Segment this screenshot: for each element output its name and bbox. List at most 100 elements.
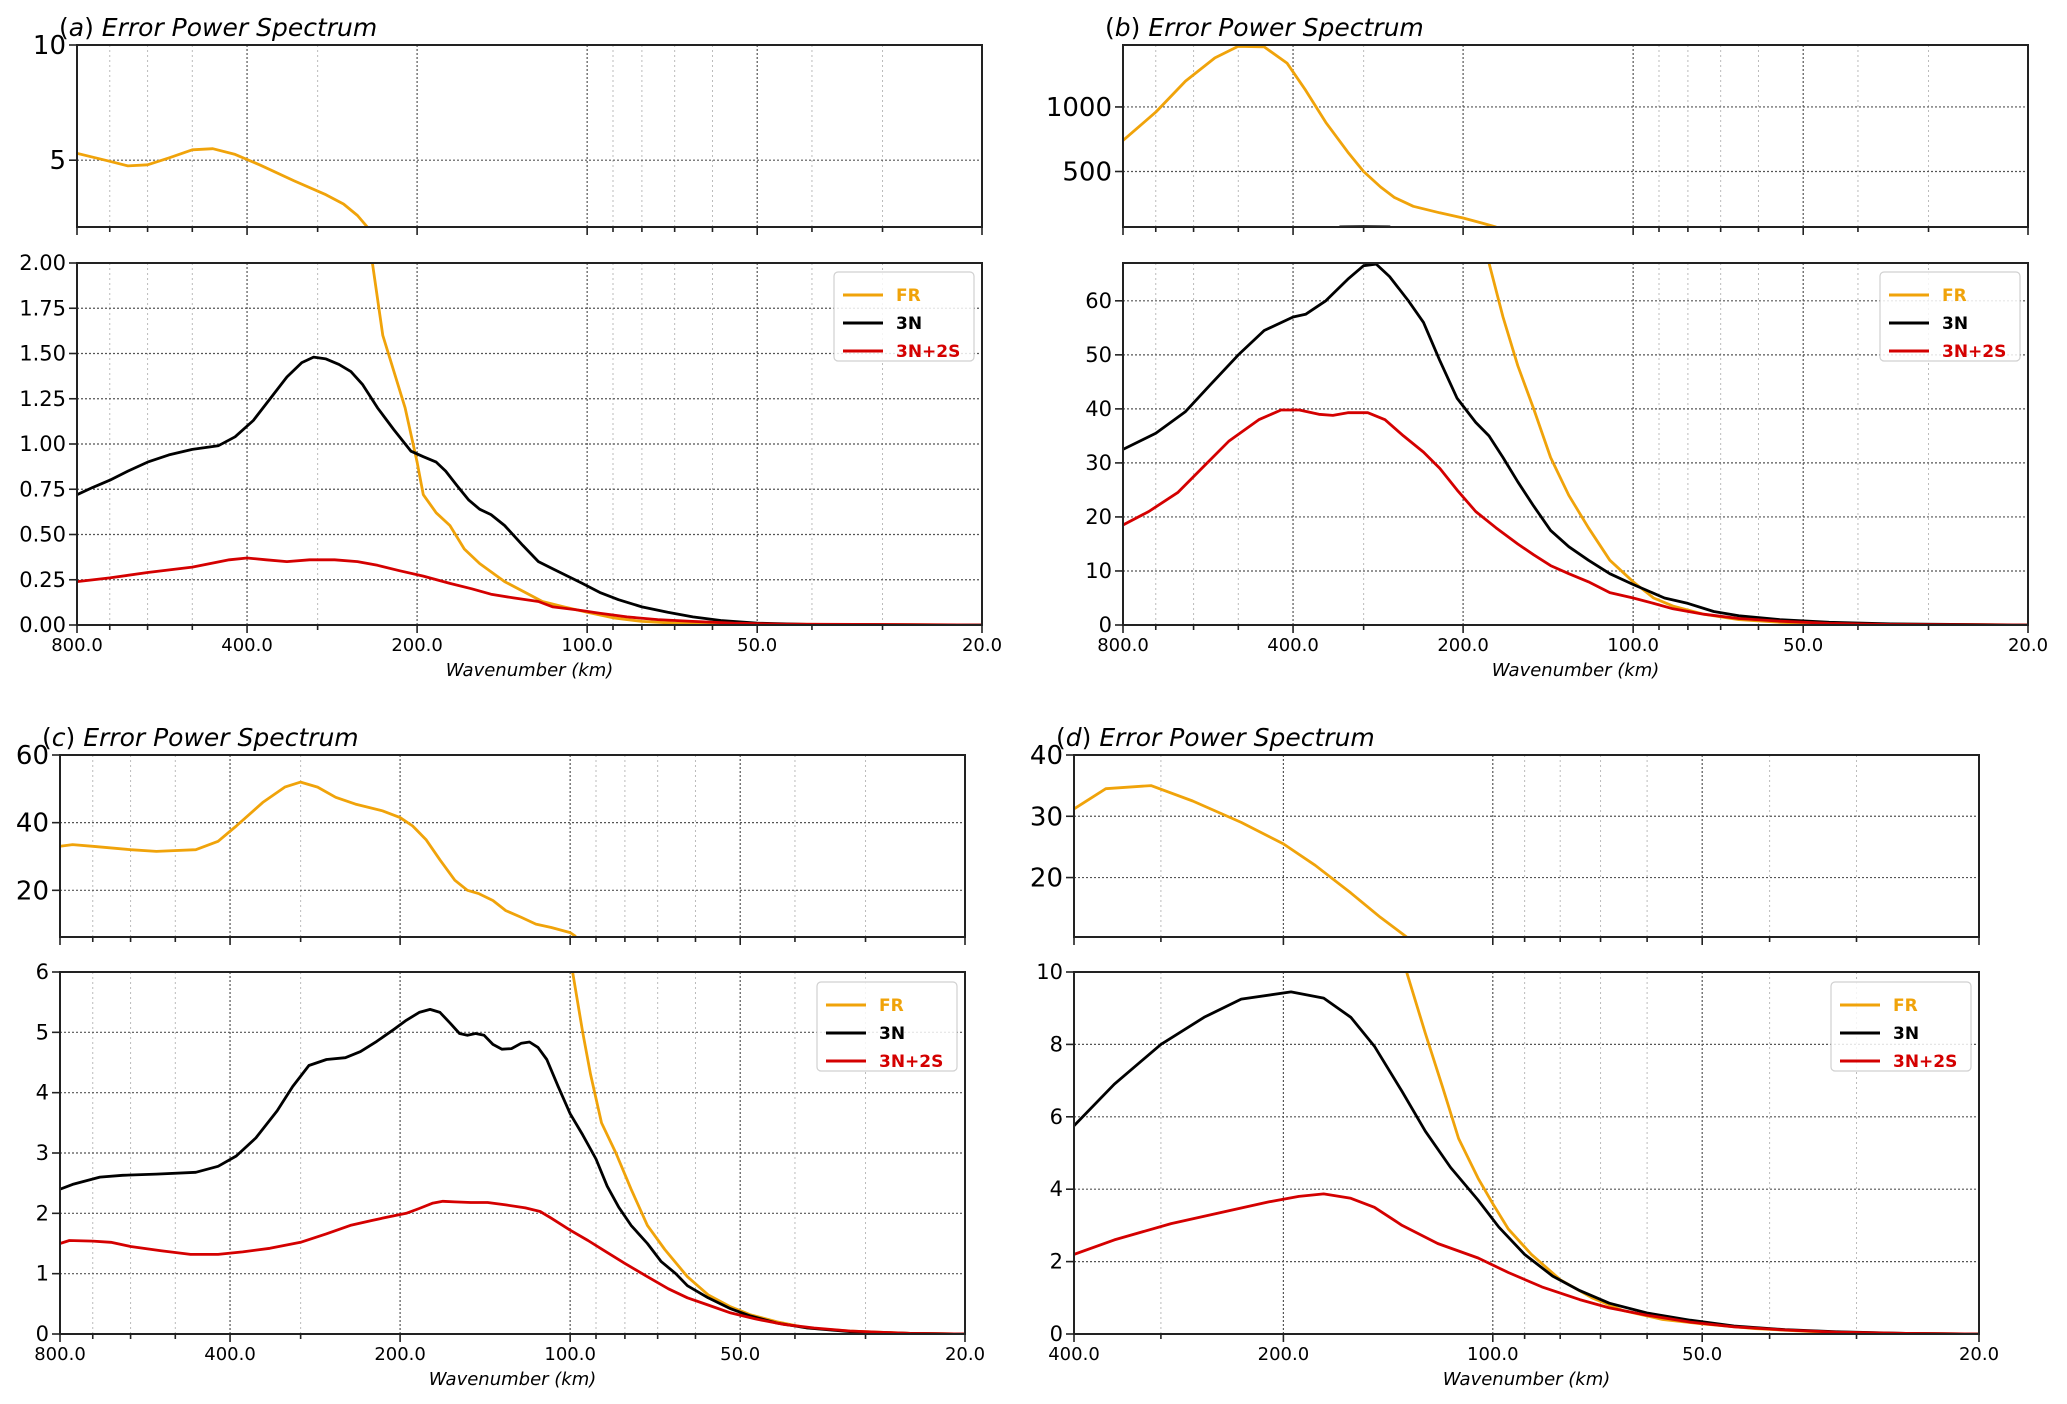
panel-title-text: Error Power Spectrum	[1148, 13, 1423, 42]
axes-frame	[59, 754, 966, 938]
y-tick-label: 20	[1030, 864, 1063, 894]
y-tick-label: 500	[1062, 157, 1112, 187]
legend: FR 3N 3N+2S	[1830, 981, 1972, 1072]
y-tick-label: 3	[36, 1141, 49, 1165]
legend-label: 3N	[896, 314, 922, 334]
panel-title-open-paren: (	[42, 723, 52, 752]
x-axis-label: Wavenumber (km)	[429, 1369, 597, 1390]
x-tick-label: 400.0	[204, 1344, 256, 1365]
axes-top: 20 40 60	[16, 741, 966, 945]
series-line-fr	[77, 147, 369, 227]
axes-frame	[76, 44, 983, 228]
y-tick-label: 1	[36, 1262, 49, 1286]
y-tick-label: 0.50	[19, 523, 66, 547]
x-tick-label: 50.0	[1682, 1344, 1722, 1365]
legend-label: FR	[1942, 286, 1967, 306]
axes-frame	[76, 262, 983, 626]
panel-title-open-paren: (	[1056, 723, 1066, 752]
axes-frame	[1073, 754, 1980, 938]
series-line-3nplus2s	[1123, 408, 2028, 625]
x-tick-label: 200.0	[1258, 1344, 1310, 1365]
series-line-3nplus2s	[77, 556, 982, 625]
legend: FR 3N 3N+2S	[816, 981, 958, 1072]
x-tick-label: 50.0	[1783, 635, 1823, 656]
panel-title-text: Error Power Spectrum	[83, 723, 358, 752]
series-group	[1074, 972, 1979, 1334]
series-line-fr	[1123, 45, 1498, 227]
x-tick-label: 20.0	[945, 1344, 985, 1365]
series-group	[60, 972, 965, 1334]
legend-label: 3N+2S	[896, 342, 960, 362]
y-tick-label: 20	[1085, 505, 1112, 529]
legend: FR 3N 3N+2S	[833, 271, 975, 362]
y-tick-label: 5	[49, 146, 66, 176]
panel-title: (d) Error Power Spectrum	[1056, 723, 1375, 752]
x-tick-label: 20.0	[2008, 635, 2048, 656]
legend-label: 3N	[1942, 314, 1968, 334]
axes-frame	[1122, 262, 2029, 626]
x-tick-label: 800.0	[51, 635, 103, 656]
x-tick-label: 100.0	[1467, 1344, 1519, 1365]
x-tick-label: 800.0	[34, 1344, 86, 1365]
panel-title-letter: a	[69, 13, 84, 42]
series-group	[77, 147, 369, 227]
series-line-3n	[60, 1008, 965, 1334]
y-tick-label: 0	[1050, 1322, 1063, 1346]
panel-title-open-paren: (	[59, 13, 69, 42]
x-tick-label: 20.0	[1959, 1344, 1999, 1365]
y-tick-label: 4	[1050, 1177, 1063, 1201]
y-tick-label: 0	[36, 1322, 49, 1346]
axes-top: 5 10	[33, 31, 983, 235]
series-line-3nplus2s	[60, 1199, 965, 1334]
panel-title-text: Error Power Spectrum	[1099, 723, 1374, 752]
axes-frame	[1122, 44, 2029, 228]
axes-bottom: 400.0 200.0 100.0 50.0 20.0 0 2 4 6 8 10	[1036, 960, 1999, 1365]
y-tick-label: 40	[1030, 741, 1063, 771]
x-tick-label: 400.0	[221, 635, 273, 656]
panel-title-letter: c	[52, 723, 66, 752]
axes-top: 500 1000	[1046, 44, 2029, 235]
y-tick-label: 0.00	[19, 613, 66, 637]
y-tick-label: 30	[1030, 802, 1063, 832]
y-tick-label: 10	[33, 31, 66, 61]
axes-top: 20 30 40	[1030, 741, 1980, 945]
y-tick-label: 20	[16, 876, 49, 906]
y-tick-label: 6	[1050, 1105, 1063, 1129]
y-tick-label: 40	[16, 809, 49, 839]
y-tick-label: 8	[1050, 1032, 1063, 1056]
panel-title: (b) Error Power Spectrum	[1105, 13, 1424, 42]
y-tick-label: 1.50	[19, 342, 66, 366]
panel-title-close-paren: )	[1082, 723, 1100, 752]
x-axis-label: Wavenumber (km)	[446, 660, 614, 681]
y-tick-label: 30	[1085, 451, 1112, 475]
panel-title-close-paren: )	[66, 723, 84, 752]
y-tick-label: 4	[36, 1081, 49, 1105]
panel-title: (a) Error Power Spectrum	[59, 13, 377, 42]
series-group	[1074, 784, 1408, 937]
y-tick-label: 2	[1050, 1250, 1063, 1274]
series-line-3n	[1123, 263, 2028, 625]
y-tick-label: 0.75	[19, 477, 66, 501]
axes-frame	[59, 971, 966, 1335]
axes-frame	[1073, 971, 1980, 1335]
legend: FR 3N 3N+2S	[1879, 271, 2021, 362]
x-tick-label: 800.0	[1097, 635, 1149, 656]
x-tick-label: 50.0	[720, 1344, 760, 1365]
y-tick-label: 50	[1085, 343, 1112, 367]
x-tick-label: 100.0	[544, 1344, 596, 1365]
legend-label: 3N+2S	[1942, 342, 2006, 362]
panel-title-close-paren: )	[84, 13, 102, 42]
x-axis-label: Wavenumber (km)	[1492, 660, 1660, 681]
legend-label: FR	[896, 286, 921, 306]
y-tick-label: 1.25	[19, 387, 66, 411]
series-line-3n	[77, 355, 982, 625]
x-tick-label: 200.0	[391, 635, 443, 656]
x-tick-label: 100.0	[1607, 635, 1659, 656]
legend-label: 3N+2S	[1893, 1052, 1957, 1072]
series-line-fr	[60, 780, 577, 937]
